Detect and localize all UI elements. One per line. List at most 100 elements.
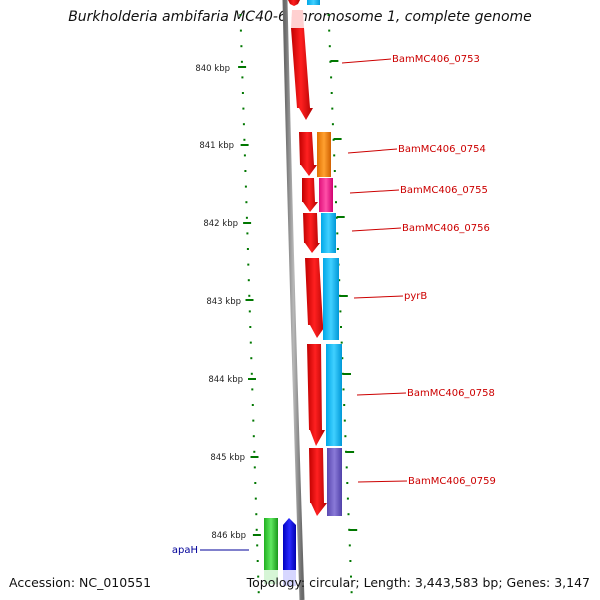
gene-arrow-apaH-pale: [283, 570, 296, 586]
guide-dot: [327, 14, 330, 16]
guide-dot: [350, 591, 353, 594]
ruler-dot: [254, 497, 257, 500]
guide-dot: [346, 497, 349, 500]
gene-bar-BamMC406_0755[interactable]: [319, 178, 333, 212]
gene-arrow-BamMC406_0758-red[interactable]: [307, 344, 325, 446]
gene-label-BamMC406_0759[interactable]: BamMC406_0759: [408, 476, 496, 487]
guide-dot: [349, 560, 352, 562]
gene-track: [264, 0, 342, 586]
ruler-dot: [250, 357, 253, 360]
gene-label-BamMC406_0753[interactable]: BamMC406_0753: [392, 54, 480, 65]
chromosome-backbone: [282, 0, 305, 600]
guide-dot: [345, 450, 347, 453]
gene-bar-pyrB[interactable]: [323, 258, 339, 340]
guide-dot: [331, 107, 334, 110]
gene-arrow-top-partial[interactable]: [288, 0, 300, 6]
gene-label-BamMC406_0754[interactable]: BamMC406_0754: [398, 144, 486, 155]
ruler-dot: [242, 107, 245, 110]
gene-arrow-BamMC406_0754-red[interactable]: [299, 132, 317, 176]
guide-dot: [328, 45, 331, 48]
gene-bar-top-partial[interactable]: [307, 0, 320, 5]
ruler-label: 840 kbp: [195, 64, 230, 74]
guide-dot: [333, 154, 336, 157]
ruler-dot: [241, 76, 244, 79]
gene-bar-BamMC406_0759[interactable]: [327, 448, 342, 516]
accession-text: Accession: NC_010551: [9, 575, 152, 590]
ruler-dot: [249, 326, 252, 328]
ruler-major-tick: [238, 66, 247, 68]
ruler-label: 841 kbp: [199, 141, 234, 151]
gene-arrow-apaH[interactable]: [283, 518, 296, 570]
ruler-major-tick: [250, 456, 259, 458]
guide-major-tick: [339, 295, 348, 297]
leader-BamMC406_0758: [356, 392, 407, 396]
leader-BamMC406_0753: [341, 58, 392, 64]
gene-bar-BamMC406_0754[interactable]: [317, 132, 331, 177]
ruler-label: 844 kbp: [208, 375, 243, 385]
guide-major-tick: [343, 373, 351, 375]
gene-labels: BamMC406_0753 BamMC406_0754 BamMC406_075…: [172, 54, 496, 556]
ruler-dot: [240, 60, 243, 63]
gene-arrow-BamMC406_0759-red[interactable]: [309, 448, 327, 516]
gene-arrow-BamMC406_0753[interactable]: [291, 28, 313, 120]
right-guide: [327, 14, 358, 594]
ruler-dot: [256, 560, 259, 562]
guide-dot: [338, 279, 341, 282]
gene-arrow-BamMC406_0753-pale: [291, 10, 304, 28]
ruler-labels: 840 kbp 841 kbp 842 kbp 843 kbp 844 kbp …: [195, 64, 246, 541]
guide-major-tick: [333, 138, 342, 140]
guide-dot: [328, 29, 331, 32]
gene-label-pyrB[interactable]: pyrB: [404, 291, 427, 302]
ruler: [238, 14, 261, 594]
gene-bar-BamMC406_0758[interactable]: [326, 344, 342, 446]
ruler-dot: [254, 482, 257, 484]
guide-dot: [339, 310, 342, 313]
ruler-dot: [255, 513, 258, 516]
topology-text: Topology: circular; Length: 3,443,583 bp…: [246, 575, 590, 590]
ruler-dot: [247, 279, 250, 282]
gene-arrow-pyrB-red[interactable]: [305, 258, 326, 338]
gene-label-lines: [200, 58, 408, 551]
guide-dot: [347, 513, 350, 516]
ruler-label: 845 kbp: [210, 453, 245, 463]
ruler-dot: [250, 372, 253, 375]
ruler-major-tick: [248, 378, 256, 380]
gene-label-apaH[interactable]: apaH: [172, 545, 198, 556]
gene-bar-apaH-green[interactable]: [264, 518, 278, 570]
gene-arrow-BamMC406_0755-red[interactable]: [302, 178, 318, 212]
ruler-dot: [248, 294, 251, 297]
guide-major-tick: [336, 216, 345, 218]
guide-dot: [333, 170, 336, 172]
guide-dot: [341, 357, 344, 360]
guide-dot: [341, 372, 344, 375]
ruler-dot: [243, 138, 246, 141]
guide-dot: [350, 575, 352, 578]
gene-bar-BamMC406_0756[interactable]: [321, 213, 336, 253]
guide-dot: [342, 388, 345, 391]
ruler-dot: [246, 248, 249, 250]
guide-dot: [343, 404, 346, 406]
ruler-dot: [257, 591, 260, 594]
gene-bar-apaH-green-pale: [264, 570, 278, 584]
ruler-dot: [256, 544, 259, 547]
ruler-dot: [248, 310, 251, 313]
gene-label-BamMC406_0758[interactable]: BamMC406_0758: [407, 388, 495, 399]
gene-label-BamMC406_0756[interactable]: BamMC406_0756: [402, 223, 490, 234]
ruler-dot: [247, 263, 250, 266]
guide-dot: [345, 466, 348, 469]
gene-arrow-BamMC406_0756-red[interactable]: [303, 213, 320, 253]
leader-BamMC406_0754: [347, 148, 398, 154]
ruler-dot: [257, 575, 260, 578]
guide-dot: [346, 482, 349, 484]
guide-dot: [343, 419, 346, 422]
guide-dot: [336, 232, 339, 235]
ruler-label: 843 kbp: [206, 297, 241, 307]
guide-dot: [335, 201, 337, 204]
gene-label-BamMC406_0755[interactable]: BamMC406_0755: [400, 185, 488, 196]
guide-dot: [340, 341, 343, 344]
guide-dot: [330, 76, 333, 79]
guide-major-tick: [349, 529, 358, 531]
ruler-dot: [251, 388, 254, 391]
leader-BamMC406_0755: [349, 189, 400, 194]
